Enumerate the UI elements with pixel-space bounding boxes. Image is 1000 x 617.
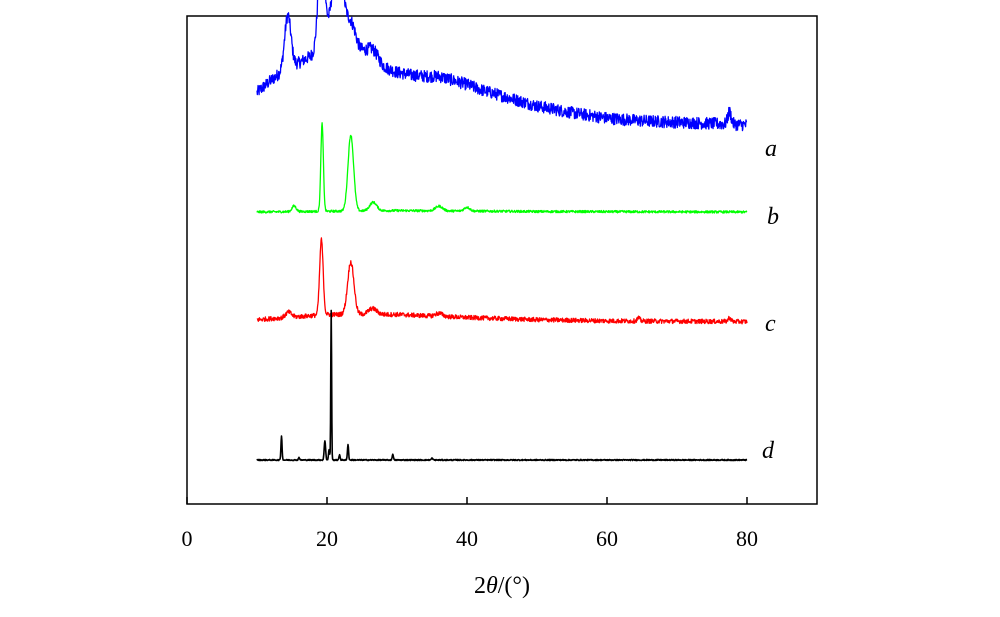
x-tick-label: 80 xyxy=(736,526,758,551)
plot-frame xyxy=(186,15,818,505)
x-axis-label-symbol: θ xyxy=(486,573,498,599)
series-label-d: d xyxy=(762,438,775,464)
x-axis-label: 2θ/(°) xyxy=(474,573,530,599)
series-line-a xyxy=(256,0,748,132)
x-axis-label-suffix: /(°) xyxy=(498,573,530,599)
x-axis: 0 20 40 60 80 xyxy=(182,497,758,551)
x-tick-label: 0 xyxy=(182,526,193,551)
x-tick-label: 20 xyxy=(316,526,338,551)
series-line-d xyxy=(256,309,748,462)
series-line-b xyxy=(256,122,748,214)
series-label-c: c xyxy=(765,311,776,337)
x-tick-label: 60 xyxy=(596,526,618,551)
series-line-c xyxy=(256,237,748,325)
x-tick-label: 40 xyxy=(456,526,478,551)
series-label-b: b xyxy=(767,204,779,230)
series-layer xyxy=(256,0,748,462)
x-axis-label-prefix: 2 xyxy=(474,573,486,599)
series-label-a: a xyxy=(765,136,777,162)
